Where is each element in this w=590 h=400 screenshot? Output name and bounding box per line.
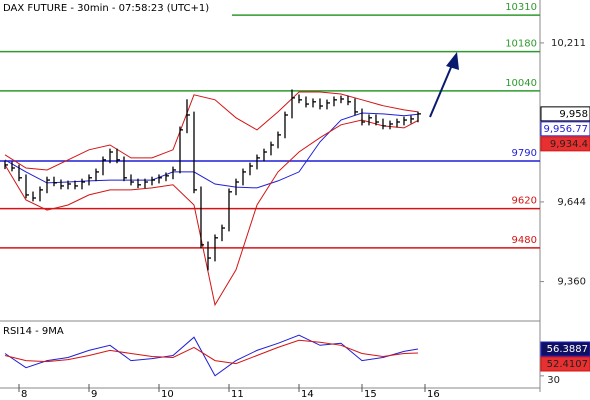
value-tag: 9,958	[559, 109, 588, 120]
title-box	[0, 0, 232, 16]
value-tag-box	[540, 121, 590, 137]
value-tag: 9,956.77	[543, 124, 588, 135]
x-tick-label: 11	[231, 389, 244, 400]
value-tag-box	[540, 136, 590, 152]
forecast-arrow	[429, 64, 453, 118]
level-label: 10180	[505, 39, 537, 50]
y-tick-label: 9,360	[557, 277, 586, 288]
x-tick-label: 8	[21, 389, 27, 400]
y-tick-label: 10,211	[551, 38, 586, 49]
value-tag-box	[540, 356, 590, 372]
x-tick-label: 9	[91, 389, 97, 400]
value-tag: 56.3887	[547, 344, 588, 355]
level-label: 10040	[505, 78, 537, 89]
band-line	[4, 91, 419, 171]
rsi-line	[4, 339, 419, 365]
rsi-line	[4, 334, 419, 377]
forecast-arrowhead	[446, 52, 459, 70]
x-tick-label: 14	[301, 389, 314, 400]
y-tick-label: 9,644	[557, 197, 586, 208]
value-tag-box	[540, 341, 590, 357]
level-label: 9790	[512, 148, 537, 159]
panel-title: RSI14 - 9MA	[3, 326, 64, 337]
value-tag-box	[540, 106, 590, 122]
level-label: 10310	[505, 2, 537, 13]
y-tick-label: 30	[547, 375, 560, 386]
value-tag: 9,934.4	[550, 139, 588, 150]
level-label: 9620	[512, 196, 537, 207]
value-tag: 52.4107	[547, 359, 588, 370]
x-tick-label: 10	[161, 389, 174, 400]
x-tick-label: 16	[427, 389, 440, 400]
band-line	[4, 119, 419, 307]
level-label: 9480	[512, 235, 537, 246]
x-tick-label: 15	[364, 389, 377, 400]
chart-title: DAX FUTURE - 30min - 07:58:23 (UTC+1)	[3, 3, 209, 14]
